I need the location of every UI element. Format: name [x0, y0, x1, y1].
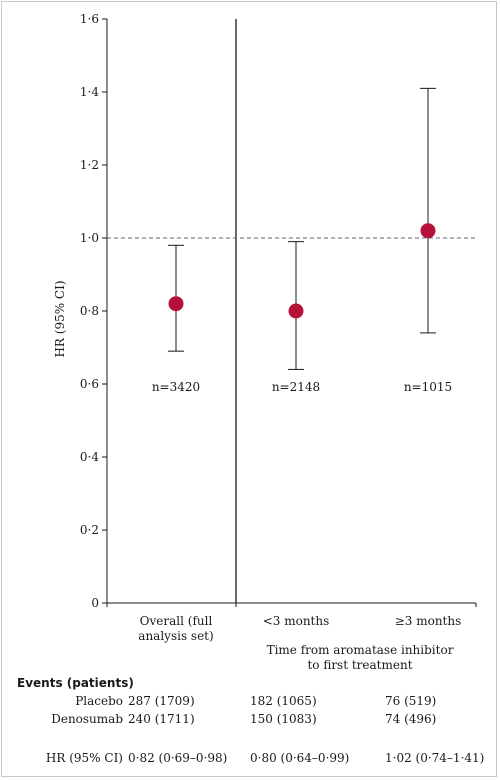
n-label: n=3420 [152, 380, 200, 394]
events-cell: 0·82 (0·69–0·98) [128, 751, 228, 765]
events-cell: 150 (1083) [250, 712, 317, 726]
y-tick-label: 1·0 [80, 231, 99, 245]
events-cell: 182 (1065) [250, 694, 317, 708]
category-label: analysis set) [138, 629, 213, 643]
events-table-row: Denosumab 240 (1711) 150 (1083) 74 (496) [0, 712, 500, 728]
events-cell: 76 (519) [385, 694, 437, 708]
n-label: n=1015 [404, 380, 452, 394]
y-tick-label: 0·6 [80, 377, 99, 391]
category-label: Overall (full [140, 614, 213, 628]
forest-point-group: n=3420 [152, 244, 200, 394]
y-ticks: 0 0·2 0·4 0·6 0·8 1·0 1·2 1·4 1·6 [80, 12, 107, 610]
y-tick-label: 0 [91, 596, 99, 610]
y-tick-label: 0·2 [80, 523, 99, 537]
events-cell: 240 (1711) [128, 712, 195, 726]
y-tick-label: 1·2 [80, 158, 99, 172]
category-label: <3 months [263, 614, 330, 628]
y-axis-title: HR (95% CI) [53, 280, 67, 357]
y-tick-label: 1·6 [80, 12, 99, 26]
events-cell: 74 (496) [385, 712, 437, 726]
events-cell: 1·02 (0·74–1·41) [385, 751, 485, 765]
y-tick-label: 1·4 [80, 85, 99, 99]
forest-point-group: n=2148 [272, 241, 320, 394]
group-label-line: Time from aromatase inhibitor [267, 643, 454, 657]
hr-point [168, 296, 184, 312]
chart-marks: n=3420 n=2148 n=1015 [152, 87, 452, 394]
forest-plot: 0 0·2 0·4 0·6 0·8 1·0 1·2 1·4 1·6 HR (95% CI) n=… [53, 12, 477, 672]
events-table-row: HR (95% CI) 0·82 (0·69–0·98) 0·80 (0·64–0·… [0, 751, 500, 767]
events-table-header: Events (patients) [17, 676, 134, 690]
group-label-line: to first treatment [307, 658, 412, 672]
events-cell: 0·80 (0·64–0·99) [250, 751, 350, 765]
forest-point-group: n=1015 [404, 87, 452, 394]
y-tick-label: 0·4 [80, 450, 99, 464]
n-label: n=2148 [272, 380, 320, 394]
y-tick-label: 0·8 [80, 304, 99, 318]
category-label: ≥3 months [395, 614, 462, 628]
events-row-label: HR (95% CI) [45, 751, 123, 765]
events-cell: 287 (1709) [128, 694, 195, 708]
hr-point [420, 223, 436, 239]
events-table-row: Placebo 287 (1709) 182 (1065) 76 (519) [0, 694, 500, 710]
hr-point [288, 303, 304, 319]
events-row-label: Placebo [75, 694, 123, 708]
events-row-label: Denosumab [51, 712, 123, 726]
